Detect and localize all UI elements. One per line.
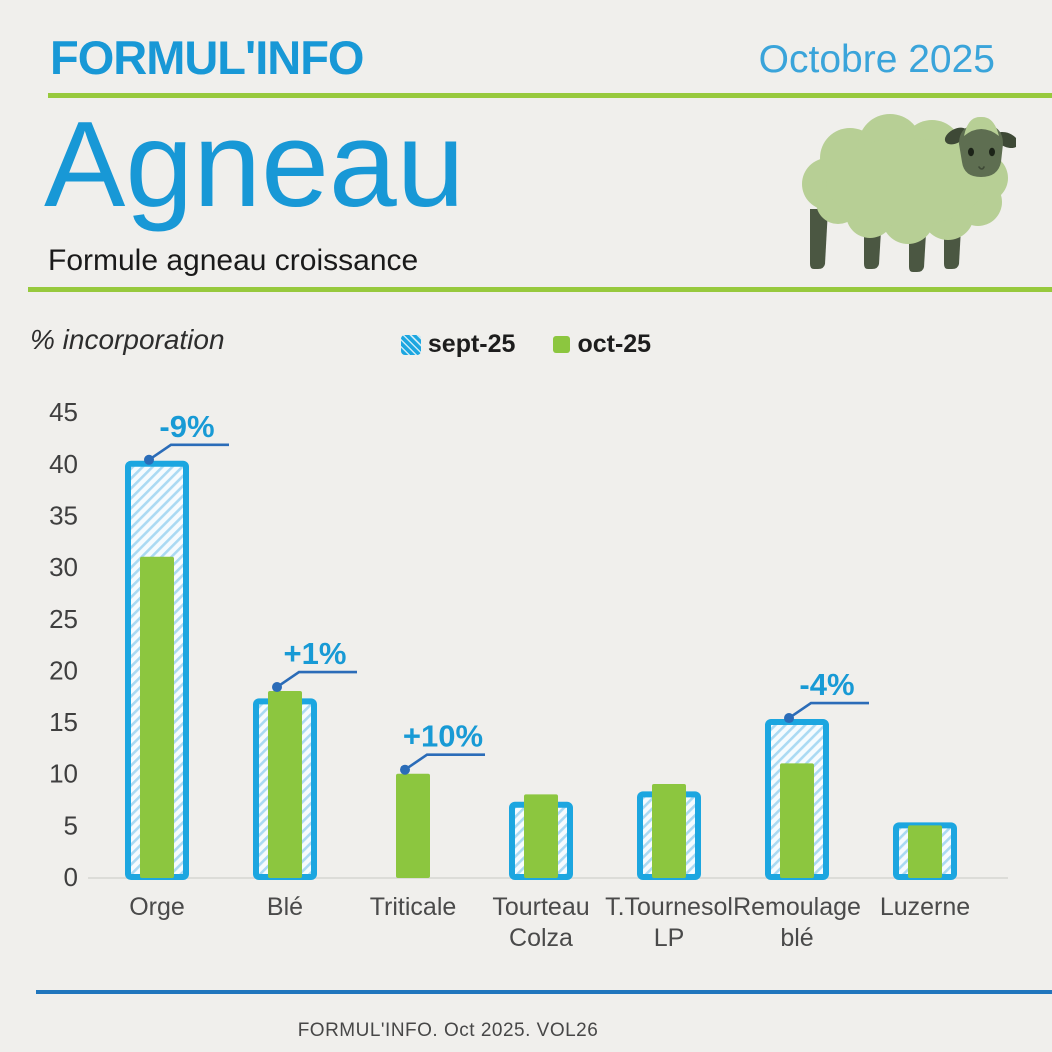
y-axis-label: % incorporation <box>30 324 225 355</box>
footer-divider <box>36 990 1052 994</box>
annotation-dot-2 <box>400 764 410 775</box>
x-label-6-line0: Luzerne <box>880 893 970 921</box>
x-label-3-line0: Tourteau <box>492 893 589 921</box>
annotation-label-5: -4% <box>799 667 854 702</box>
x-label-4-line0: T.Tournesol <box>605 893 733 921</box>
y-tick-label-0: 0 <box>64 862 78 892</box>
legend-marker-oct-icon <box>553 336 571 353</box>
sheep-head <box>944 116 1016 177</box>
y-tick-label-5: 5 <box>64 810 78 840</box>
x-label-0-line0: Orge <box>129 893 185 921</box>
y-tick-label-15: 15 <box>49 707 78 737</box>
annotation-label-2: +10% <box>403 719 483 754</box>
annotation-5: -4% <box>784 667 869 724</box>
legend-label-oct: oct-25 <box>577 330 652 358</box>
page-subtitle: Formule agneau croissance <box>48 244 419 277</box>
legend-label-sept: sept-25 <box>427 330 516 358</box>
x-label-3-line1: Colza <box>509 924 573 952</box>
x-label-2-line0: Triticale <box>370 893 457 921</box>
y-tick-label-40: 40 <box>49 449 78 479</box>
issue-date: Octobre 2025 <box>758 38 995 81</box>
annotation-1: +1% <box>272 636 357 693</box>
page-title: Agneau <box>44 96 465 232</box>
bar-oct-6 <box>908 825 942 878</box>
legend-marker-sept-icon <box>400 334 421 355</box>
x-label-5-line1: blé <box>780 924 813 952</box>
legend-item-oct: oct-25 <box>553 330 651 359</box>
bar-oct-1 <box>268 691 302 878</box>
bar-oct-0 <box>140 556 174 878</box>
y-tick-label-35: 35 <box>49 500 78 530</box>
bar-chart: 0 5 10 15 20 25 30 35 40 45 Orge Blé Triticale Tourte… <box>0 380 1052 985</box>
title-divider <box>28 287 1052 292</box>
annotation-0: -9% <box>144 409 229 465</box>
x-label-4-line1: LP <box>654 924 685 952</box>
y-tick-label-30: 30 <box>49 552 78 582</box>
y-tick-label-45: 45 <box>49 397 78 427</box>
bar-oct-2 <box>396 773 430 878</box>
chart-legend: sept-25 oct-25 <box>0 330 1052 359</box>
annotation-dot-0 <box>144 454 154 465</box>
annotation-leader-line-5 <box>788 701 869 720</box>
x-label-1-line0: Blé <box>267 893 303 921</box>
brand-title: FORMUL'INFO <box>50 31 364 84</box>
x-label-5-line0: Remoulage <box>733 893 861 921</box>
annotation-dot-5 <box>784 713 794 724</box>
y-tick-label-20: 20 <box>49 655 78 685</box>
bar-oct-4 <box>652 784 686 878</box>
footer-text: FORMUL'INFO. Oct 2025. VOL26 <box>297 1020 599 1041</box>
annotation-dot-1 <box>272 682 282 693</box>
bar-oct-3 <box>524 794 558 878</box>
annotation-2: +10% <box>400 719 485 775</box>
annotation-leader-line-2 <box>404 753 485 771</box>
y-tick-label-10: 10 <box>49 759 78 789</box>
annotation-leader-line-1 <box>276 670 357 689</box>
annotation-leader-line-0 <box>148 443 229 461</box>
legend-item-sept: sept-25 <box>400 330 516 359</box>
bar-oct-5 <box>780 763 814 878</box>
annotation-label-1: +1% <box>284 636 347 671</box>
annotation-label-0: -9% <box>159 409 214 444</box>
sheep-illustration <box>802 114 1016 272</box>
y-tick-label-25: 25 <box>49 604 78 634</box>
header-divider <box>48 93 1052 98</box>
